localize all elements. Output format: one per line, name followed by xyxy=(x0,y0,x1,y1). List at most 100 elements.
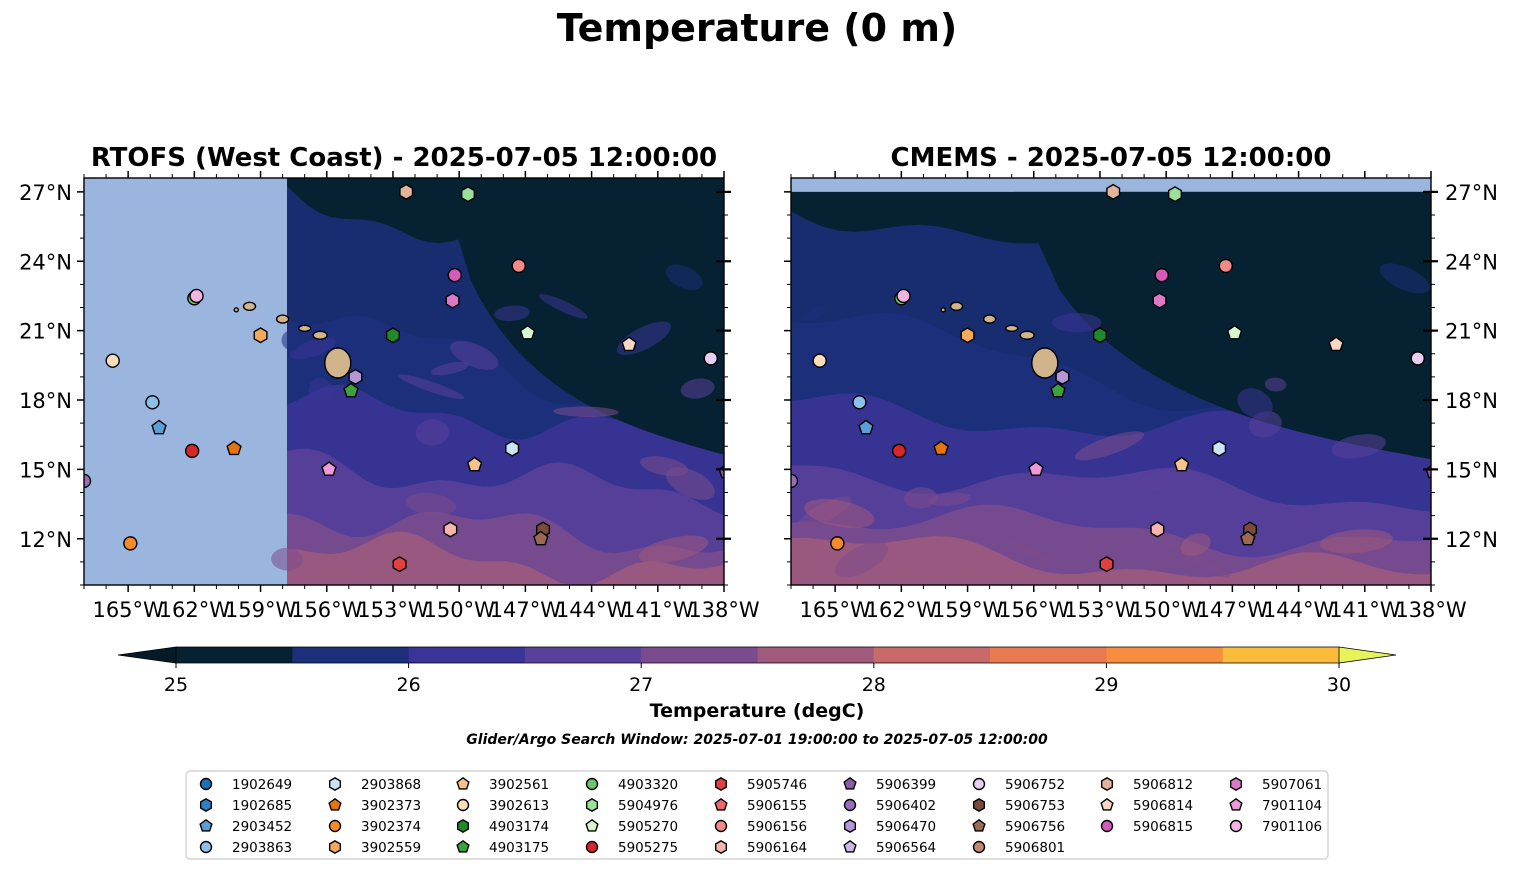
colorbar-bin xyxy=(524,647,642,663)
legend-marker xyxy=(328,819,342,833)
profile-marker xyxy=(1099,556,1114,573)
profile-marker xyxy=(1240,530,1256,546)
legend-marker xyxy=(1229,777,1243,791)
legend-label: 5906164 xyxy=(747,840,807,856)
legend-marker xyxy=(456,776,470,790)
legend-marker xyxy=(843,776,857,790)
legend-label: 5904976 xyxy=(618,798,678,814)
field-eddy xyxy=(405,492,456,516)
x-tick-label: 150°W xyxy=(423,598,495,622)
legend-marker xyxy=(585,798,599,812)
y-tick-label: 24°N xyxy=(19,250,72,274)
field-eddy xyxy=(1237,388,1273,419)
legend-label: 3902559 xyxy=(361,840,421,856)
island xyxy=(312,330,328,340)
field-eddy xyxy=(494,305,530,322)
field-eddy xyxy=(804,499,875,529)
legend-marker xyxy=(456,819,470,833)
y-tick-label: 15°N xyxy=(19,458,72,482)
legend-marker xyxy=(843,819,857,833)
profile-marker xyxy=(447,267,462,283)
legend-label: 5905275 xyxy=(618,840,678,856)
profile-marker xyxy=(343,382,359,398)
legend-label: 1902685 xyxy=(232,798,292,814)
legend-label: 7901104 xyxy=(1262,798,1322,814)
colorbar-extend-low xyxy=(117,646,177,664)
y-tick-label: 12°N xyxy=(19,528,72,552)
y-tick-label: 27°N xyxy=(19,181,72,205)
legend-marker xyxy=(714,819,728,833)
field-cold-pool xyxy=(1015,191,1431,460)
legend-marker xyxy=(328,797,342,811)
x-tick-label: 144°W xyxy=(1263,598,1335,622)
profile-marker xyxy=(1055,368,1070,385)
map-frame xyxy=(790,177,1432,586)
map-frame xyxy=(83,177,725,586)
profile-marker xyxy=(533,530,549,546)
figure-title: Temperature (0 m) xyxy=(556,6,958,50)
legend-marker xyxy=(585,840,599,854)
y-tick-label: 15°N xyxy=(1445,458,1498,482)
legend-label: 3902373 xyxy=(361,798,421,814)
y-tick-label: 24°N xyxy=(1445,250,1498,274)
colorbar-bin xyxy=(641,647,758,663)
field-eddy xyxy=(1052,313,1102,333)
profile-marker xyxy=(1028,461,1044,476)
x-tick-label: 147°W xyxy=(1197,598,1269,622)
field-eddy xyxy=(271,547,303,571)
legend-label: 3902374 xyxy=(361,819,421,835)
x-tick-label: 147°W xyxy=(490,598,562,622)
y-tick-label: 12°N xyxy=(1445,528,1498,552)
field-eddy xyxy=(904,487,938,509)
field-eddy xyxy=(1008,541,1052,563)
x-tick-label: 162°W xyxy=(866,598,938,622)
legend-label: 7901106 xyxy=(1262,819,1322,835)
profile-marker xyxy=(1106,183,1121,200)
x-tick-label: 153°W xyxy=(1064,598,1136,622)
profile-marker xyxy=(123,536,138,551)
colorbar-bin xyxy=(176,647,293,663)
legend-label: 5906752 xyxy=(1005,777,1065,793)
temperature-field xyxy=(791,191,1431,585)
legend-label: 2903452 xyxy=(232,819,292,835)
legend-marker xyxy=(843,798,857,812)
legend-marker xyxy=(328,840,342,854)
legend-marker xyxy=(1229,797,1243,811)
x-tick-label: 141°W xyxy=(622,598,694,622)
colorbar-label: Temperature (degC) xyxy=(649,700,865,722)
field-band xyxy=(287,531,724,585)
legend-marker xyxy=(714,840,728,854)
colorbar-extend-high xyxy=(1338,646,1397,664)
island xyxy=(297,324,312,333)
colorbar-bin xyxy=(757,647,875,663)
legend-marker xyxy=(456,839,470,853)
field-eddy xyxy=(398,374,465,400)
profile-marker xyxy=(1150,521,1165,538)
profile-marker xyxy=(1212,440,1227,457)
legend-marker xyxy=(714,797,728,811)
x-tick-label: 141°W xyxy=(1329,598,1401,622)
island xyxy=(242,301,257,312)
profile-marker xyxy=(519,324,536,340)
legend-marker xyxy=(1100,777,1114,791)
x-tick-label: 165°W xyxy=(799,598,871,622)
legend-label: 5906753 xyxy=(1005,798,1065,814)
island xyxy=(949,301,964,312)
profile-marker xyxy=(253,327,268,344)
island xyxy=(982,314,997,324)
island xyxy=(324,347,352,379)
legend-marker xyxy=(843,839,857,853)
colorbar-bin xyxy=(990,647,1107,663)
map-panel-rtofs: 165°W162°W159°W156°W153°W150°W147°W144°W… xyxy=(19,171,760,622)
legend-marker xyxy=(1100,819,1114,833)
field-eddy xyxy=(1136,477,1169,491)
colorbar-tick-label: 26 xyxy=(397,674,421,696)
legend-label: 4903174 xyxy=(489,819,549,835)
profile-marker xyxy=(960,327,975,344)
field-eddy xyxy=(1331,434,1386,459)
legend-label: 5906156 xyxy=(747,819,807,835)
legend-label: 2903868 xyxy=(361,777,421,793)
panel-title-cmems: CMEMS - 2025-07-05 12:00:00 xyxy=(890,143,1332,173)
x-tick-label: 153°W xyxy=(357,598,429,622)
